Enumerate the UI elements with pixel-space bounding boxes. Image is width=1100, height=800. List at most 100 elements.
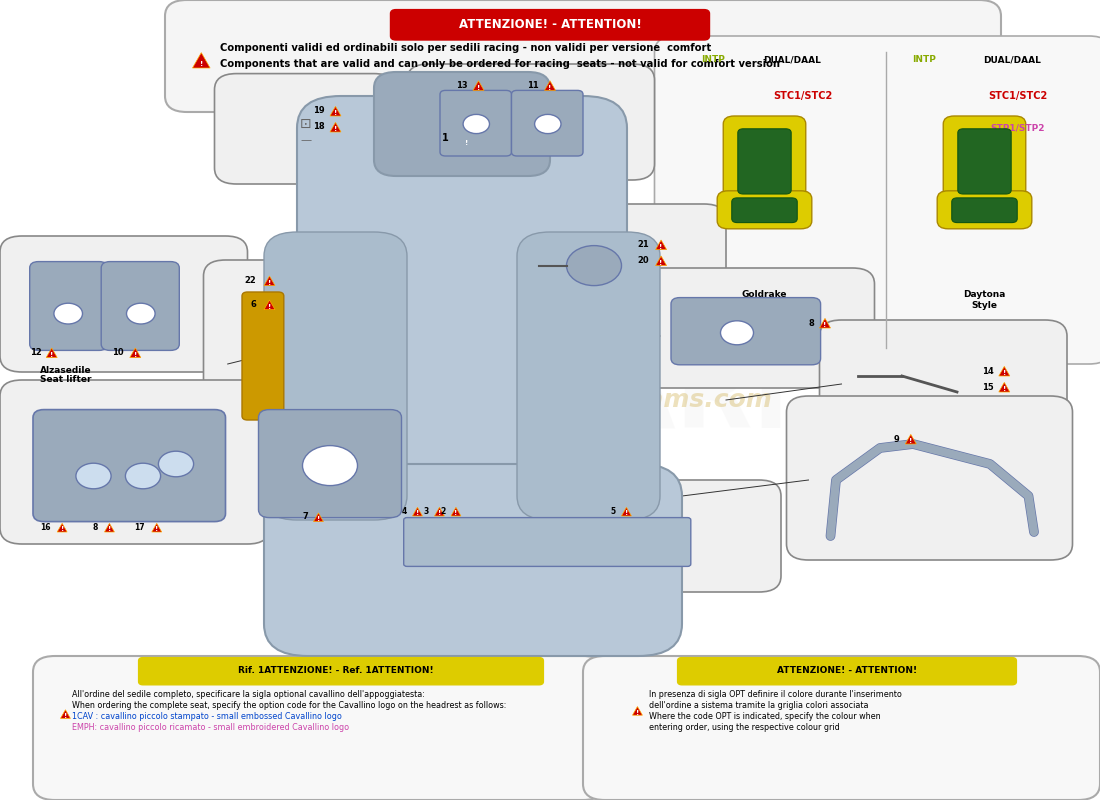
Polygon shape <box>330 122 341 132</box>
Text: 22: 22 <box>244 276 256 286</box>
Text: !: ! <box>60 526 64 533</box>
Polygon shape <box>621 507 631 516</box>
Text: Components that are valid and can only be ordered for racing  seats - not valid : Components that are valid and can only b… <box>220 59 780 69</box>
Text: STC1/STC2: STC1/STC2 <box>988 91 1047 101</box>
Text: All'ordine del sedile completo, specificare la sigla optional cavallino dell'app: All'ordine del sedile completo, specific… <box>72 690 425 699</box>
Text: 1CAV : cavallino piccolo stampato - small embossed Cavallino logo: 1CAV : cavallino piccolo stampato - smal… <box>72 712 341 722</box>
Text: !: ! <box>438 510 441 517</box>
Text: 2: 2 <box>440 506 446 516</box>
Text: !: ! <box>824 322 826 328</box>
FancyBboxPatch shape <box>958 129 1011 194</box>
Text: !: ! <box>108 526 111 533</box>
Text: 8: 8 <box>808 318 814 328</box>
Text: 13: 13 <box>455 81 468 90</box>
FancyBboxPatch shape <box>952 198 1018 222</box>
FancyBboxPatch shape <box>724 116 805 211</box>
Text: DUAL/DAAL: DUAL/DAAL <box>983 55 1041 65</box>
FancyBboxPatch shape <box>522 204 726 320</box>
Text: 7: 7 <box>302 512 308 522</box>
Text: entering order, using the respective colour grid: entering order, using the respective col… <box>649 723 839 733</box>
Text: 12: 12 <box>30 348 42 358</box>
Polygon shape <box>192 53 210 68</box>
Text: !: ! <box>910 438 912 444</box>
FancyBboxPatch shape <box>390 10 710 40</box>
FancyBboxPatch shape <box>101 262 179 350</box>
Polygon shape <box>544 81 556 90</box>
FancyBboxPatch shape <box>264 232 407 520</box>
Text: 3: 3 <box>424 506 429 516</box>
Text: Daytona
Style: Daytona Style <box>964 290 1005 310</box>
Text: 16: 16 <box>40 522 51 532</box>
Polygon shape <box>264 300 275 310</box>
Polygon shape <box>999 382 1010 392</box>
Text: 15: 15 <box>981 382 993 392</box>
Text: !: ! <box>155 526 158 533</box>
Polygon shape <box>330 106 341 116</box>
Text: Seat lifter: Seat lifter <box>41 375 91 385</box>
Text: 9: 9 <box>894 434 900 444</box>
Text: Goldrake
Style: Goldrake Style <box>741 290 788 310</box>
Text: STC1/STC2: STC1/STC2 <box>773 91 833 101</box>
FancyBboxPatch shape <box>732 198 798 222</box>
Text: 10: 10 <box>111 348 123 358</box>
Text: !: ! <box>636 710 639 716</box>
Polygon shape <box>314 513 323 522</box>
Text: INTP: INTP <box>912 55 936 65</box>
Text: !: ! <box>1003 386 1005 392</box>
Polygon shape <box>656 240 667 250</box>
Text: !: ! <box>64 713 67 719</box>
FancyBboxPatch shape <box>638 268 875 388</box>
Text: ATTENZIONE! - ATTENTION!: ATTENZIONE! - ATTENTION! <box>777 666 917 675</box>
Text: !: ! <box>134 352 136 358</box>
FancyBboxPatch shape <box>937 191 1032 229</box>
Text: 4: 4 <box>402 506 407 516</box>
Circle shape <box>125 463 161 489</box>
Polygon shape <box>104 523 114 532</box>
FancyBboxPatch shape <box>0 380 270 544</box>
FancyBboxPatch shape <box>654 36 1100 364</box>
Text: 19: 19 <box>312 106 324 115</box>
Text: 17: 17 <box>134 522 145 532</box>
FancyBboxPatch shape <box>242 292 284 420</box>
Text: !: ! <box>477 85 480 90</box>
Text: !: ! <box>317 516 320 522</box>
Text: !: ! <box>549 85 551 90</box>
Circle shape <box>720 321 754 345</box>
Text: 6: 6 <box>251 300 256 310</box>
Text: !: ! <box>200 61 202 66</box>
Text: 5: 5 <box>610 506 616 516</box>
Text: 14: 14 <box>981 366 993 376</box>
Polygon shape <box>130 348 141 358</box>
FancyBboxPatch shape <box>33 410 226 522</box>
FancyBboxPatch shape <box>786 396 1072 560</box>
Text: dell'ordine a sistema tramite la griglia colori associata: dell'ordine a sistema tramite la griglia… <box>649 701 869 710</box>
Text: !: ! <box>465 140 469 146</box>
Polygon shape <box>60 710 70 718</box>
Polygon shape <box>46 348 57 358</box>
Text: !: ! <box>268 280 271 286</box>
Circle shape <box>126 303 155 324</box>
Circle shape <box>463 114 490 134</box>
Text: !: ! <box>416 510 419 517</box>
Text: FERRARI: FERRARI <box>309 351 791 449</box>
Polygon shape <box>473 81 484 90</box>
FancyBboxPatch shape <box>264 464 682 656</box>
Text: 20: 20 <box>637 256 649 266</box>
FancyBboxPatch shape <box>368 480 781 592</box>
Text: !: ! <box>334 126 337 132</box>
Polygon shape <box>820 318 830 328</box>
FancyBboxPatch shape <box>33 656 605 800</box>
FancyBboxPatch shape <box>512 90 583 156</box>
FancyBboxPatch shape <box>717 191 812 229</box>
Text: EMPH: cavallino piccolo ricamato - small embroidered Cavallino logo: EMPH: cavallino piccolo ricamato - small… <box>72 723 349 733</box>
FancyBboxPatch shape <box>517 232 660 520</box>
FancyBboxPatch shape <box>0 236 248 372</box>
FancyBboxPatch shape <box>165 0 1001 112</box>
FancyBboxPatch shape <box>404 518 691 566</box>
Text: 18: 18 <box>312 122 324 131</box>
Text: Rif. 1ATTENZIONE! - Ref. 1ATTENTION!: Rif. 1ATTENZIONE! - Ref. 1ATTENTION! <box>238 666 433 675</box>
Text: !: ! <box>1003 370 1005 376</box>
Text: 1: 1 <box>442 133 449 142</box>
Circle shape <box>76 463 111 489</box>
Text: DUAL/DAAL: DUAL/DAAL <box>763 55 821 65</box>
